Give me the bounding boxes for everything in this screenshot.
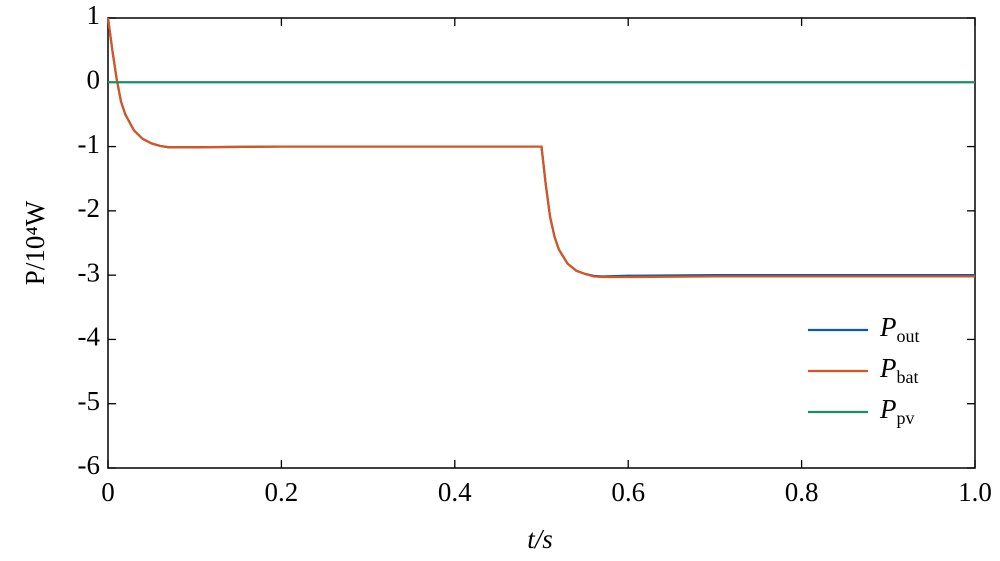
y-tick-label: 0	[87, 64, 101, 94]
y-tick-label: -4	[78, 322, 101, 352]
x-tick-label: 0.4	[438, 477, 472, 507]
x-tick-label: 1.0	[958, 477, 992, 507]
y-tick-label: -3	[78, 257, 101, 287]
y-tick-label: -1	[78, 129, 101, 159]
y-tick-label: 1	[87, 0, 101, 30]
x-axis-label: t/s	[527, 524, 553, 554]
y-tick-label: -6	[78, 450, 101, 480]
x-tick-label: 0	[101, 477, 115, 507]
y-tick-label: -5	[78, 386, 101, 416]
x-tick-label: 0.2	[265, 477, 299, 507]
plot-frame	[107, 17, 976, 469]
legend-label: Ppv	[879, 394, 915, 428]
x-tick-label: 0.6	[611, 477, 645, 507]
legend-label: Pout	[879, 312, 920, 346]
x-tick-label: 0.8	[785, 477, 819, 507]
y-axis-label: P/10⁴W	[20, 200, 50, 285]
series-line	[106, 17, 975, 279]
y-tick-label: -2	[78, 193, 101, 223]
legend-label: Pbat	[879, 353, 919, 387]
